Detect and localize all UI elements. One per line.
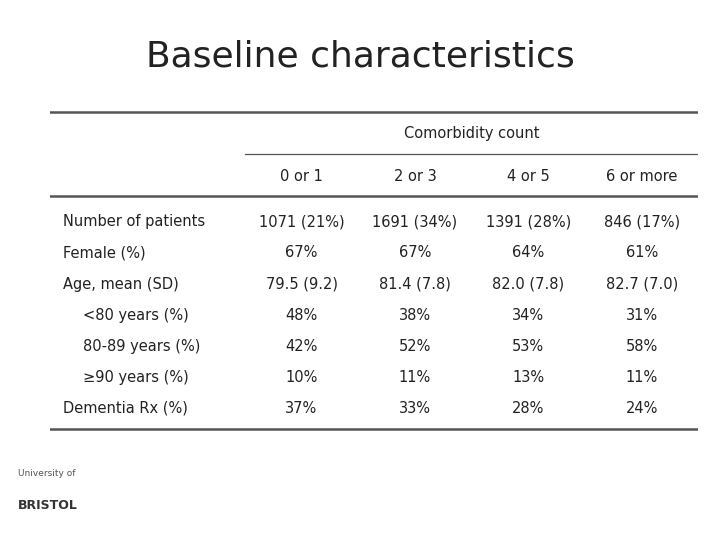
Text: Dementia Rx (%): Dementia Rx (%) [63,401,188,416]
Text: 1691 (34%): 1691 (34%) [372,214,457,230]
Text: Number of patients: Number of patients [63,214,205,230]
Text: 38%: 38% [399,308,431,322]
Text: 67%: 67% [399,246,431,260]
Text: @capcbristol: @capcbristol [619,487,709,501]
Text: 81.4 (7.8): 81.4 (7.8) [379,276,451,292]
Text: 37%: 37% [285,401,318,416]
Text: 48%: 48% [285,308,318,322]
Text: 80-89 years (%): 80-89 years (%) [83,339,200,354]
Text: 1391 (28%): 1391 (28%) [486,214,571,230]
Text: 10%: 10% [285,370,318,384]
Text: BRISTOL: BRISTOL [18,498,78,511]
Text: Female (%): Female (%) [63,246,146,260]
Text: Comorbidity count: Comorbidity count [404,126,539,141]
Text: 846 (17%): 846 (17%) [603,214,680,230]
Text: 58%: 58% [626,339,658,354]
Text: 2 or 3: 2 or 3 [394,169,436,184]
Text: <80 years (%): <80 years (%) [83,308,189,322]
Text: 82.0 (7.8): 82.0 (7.8) [492,276,564,292]
Text: 42%: 42% [285,339,318,354]
Text: 24%: 24% [626,401,658,416]
Text: 33%: 33% [399,401,431,416]
Text: 34%: 34% [512,308,544,322]
Text: 79.5 (9.2): 79.5 (9.2) [266,276,338,292]
Text: 61%: 61% [626,246,658,260]
Text: 6 or more: 6 or more [606,169,678,184]
Text: Baseline characteristics: Baseline characteristics [145,40,575,73]
Text: 4 or 5: 4 or 5 [507,169,549,184]
Text: Age, mean (SD): Age, mean (SD) [63,276,179,292]
Text: 1071 (21%): 1071 (21%) [258,214,344,230]
Text: 82.7 (7.0): 82.7 (7.0) [606,276,678,292]
Text: 67%: 67% [285,246,318,260]
Text: 64%: 64% [512,246,544,260]
Text: ≥90 years (%): ≥90 years (%) [83,370,189,384]
Bar [7,456,130,532]
Text: 11%: 11% [399,370,431,384]
Text: 52%: 52% [399,339,431,354]
Text: 0 or 1: 0 or 1 [280,169,323,184]
Text: 31%: 31% [626,308,658,322]
Text: 53%: 53% [512,339,544,354]
Text: Centre for Academic Primary Care: Centre for Academic Primary Care [182,484,538,504]
Text: 11%: 11% [626,370,658,384]
Text: 28%: 28% [512,401,544,416]
Text: University of: University of [18,469,76,478]
Text: 13%: 13% [512,370,544,384]
